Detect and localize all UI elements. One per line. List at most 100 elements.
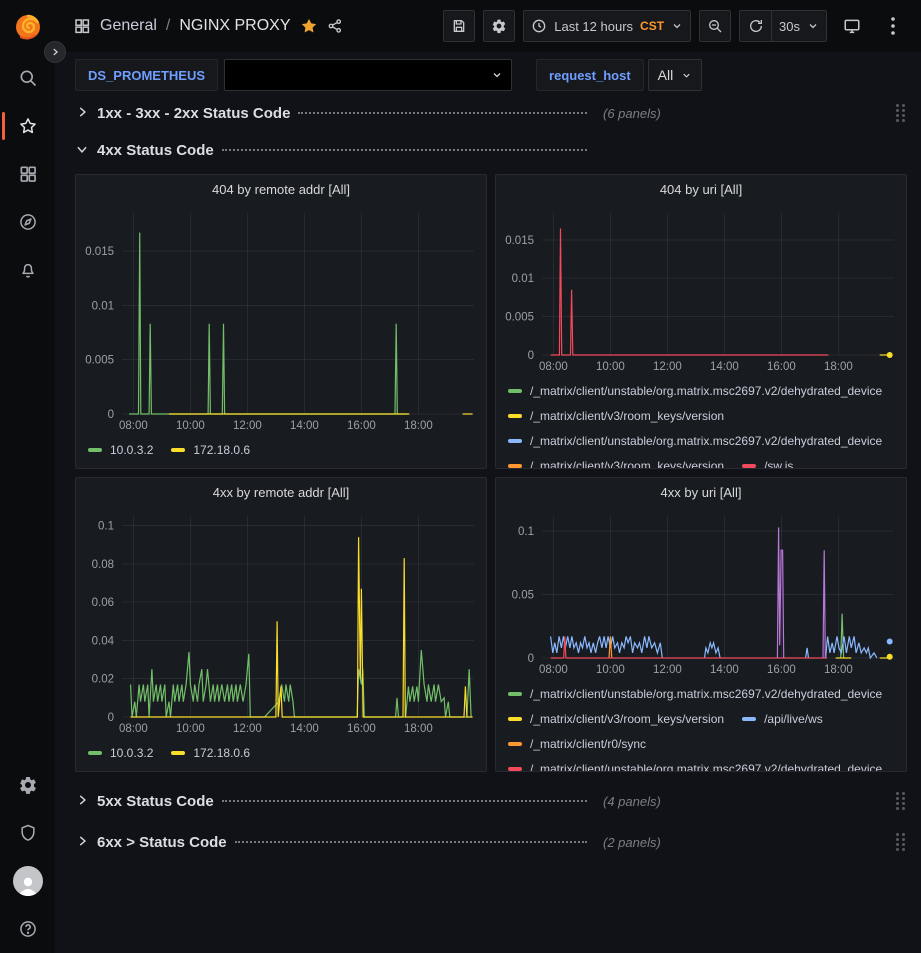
time-series-chart: 0 0.02 0.04 0.06 0.08 0.1 08:00 10:00 12:00 14:00… [76, 506, 486, 737]
svg-text:12:00: 12:00 [653, 361, 682, 373]
chevron-right-icon [75, 834, 91, 850]
zoom-out-time-button[interactable] [699, 10, 732, 42]
time-range-picker[interactable]: Last 12 hours CST [523, 10, 692, 42]
legend-item[interactable]: /_matrix/client/v3/room_keys/version [508, 706, 724, 731]
legend-item[interactable]: 10.0.3.2 [88, 437, 153, 462]
legend-item[interactable]: 10.0.3.2 [88, 740, 153, 765]
panel-title[interactable]: 404 by remote addr [All] [211, 181, 351, 197]
variable-label-request-host: request_host [536, 59, 644, 91]
search-icon [20, 70, 36, 87]
legend-item[interactable]: /_matrix/client/v3/room_keys/version [508, 453, 724, 468]
timezone-label: CST [640, 19, 665, 33]
legend-label: /_matrix/client/v3/room_keys/version [530, 408, 725, 423]
svg-text:0.02: 0.02 [92, 674, 114, 686]
kiosk-mode-button[interactable] [835, 10, 869, 42]
legend-label: /_matrix/client/unstable/org.matrix.msc2… [530, 686, 883, 701]
sidebar-item-starred[interactable] [0, 102, 55, 150]
legend-label: /_matrix/client/r0/sync [530, 736, 647, 751]
svg-text:0.005: 0.005 [505, 312, 534, 324]
dashboard-title[interactable]: NGINX PROXY [179, 17, 291, 34]
help-question-icon [19, 921, 36, 937]
legend-item[interactable]: /_matrix/client/r0/sync [508, 731, 646, 756]
svg-text:14:00: 14:00 [710, 361, 739, 373]
sidebar-item-server-admin[interactable] [0, 809, 55, 857]
leader-dots [298, 111, 587, 114]
profile-avatar [12, 866, 43, 896]
panel-title[interactable]: 4xx by remote addr [All] [212, 484, 350, 500]
svg-text:16:00: 16:00 [347, 420, 376, 432]
legend-label: /api/live/ws [764, 711, 823, 726]
legend-swatch [88, 750, 102, 755]
topbar: General / NGINX PROXY Last 12 hours CST [55, 0, 921, 52]
dashboard-row-5xx[interactable]: 5xx Status Code (4 panels) [75, 786, 907, 816]
svg-text:0: 0 [528, 653, 534, 665]
svg-text:08:00: 08:00 [119, 723, 148, 735]
row-drag-handle[interactable] [896, 833, 905, 851]
panel-title[interactable]: 404 by uri [All] [659, 181, 743, 197]
legend-item[interactable]: /_matrix/client/unstable/org.matrix.msc2… [508, 428, 882, 453]
svg-text:0.08: 0.08 [92, 559, 114, 571]
legend-item[interactable]: 172.18.0.6 [171, 740, 250, 765]
breadcrumb-folder[interactable]: General [100, 17, 157, 34]
svg-text:0.01: 0.01 [512, 273, 534, 285]
sidebar-item-profile[interactable] [0, 857, 55, 905]
row-drag-handle[interactable] [896, 104, 905, 122]
sidebar-item-explore[interactable] [0, 198, 55, 246]
panel-legend: /_matrix/client/unstable/org.matrix.msc2… [496, 678, 906, 771]
star-filled-icon[interactable] [300, 17, 318, 35]
dashboard-row-6xx[interactable]: 6xx > Status Code (2 panels) [75, 827, 907, 857]
legend-item[interactable]: /_matrix/client/unstable/org.matrix.msc2… [508, 378, 882, 403]
legend-label: /_matrix/client/v3/room_keys/version [530, 711, 725, 726]
legend-label: /_matrix/client/v3/room_keys/version [530, 458, 725, 469]
legend-label: /_matrix/client/unstable/org.matrix.msc2… [530, 761, 883, 772]
svg-text:0: 0 [108, 409, 114, 421]
svg-text:0.015: 0.015 [85, 246, 114, 258]
legend-item[interactable]: 172.18.0.6 [171, 437, 250, 462]
grafana-logo[interactable] [0, 0, 55, 54]
variable-label-ds-prometheus: DS_PROMETHEUS [75, 59, 219, 91]
svg-text:16:00: 16:00 [347, 723, 376, 735]
variable-value-ds-prometheus[interactable] [224, 59, 513, 91]
sidebar-item-dashboards[interactable] [0, 150, 55, 198]
legend-item[interactable]: /sw.js [742, 453, 793, 468]
variables-row: DS_PROMETHEUS request_host All [75, 52, 907, 94]
legend-item[interactable]: /_matrix/client/unstable/org.matrix.msc2… [508, 681, 882, 706]
panel-title[interactable]: 4xx by uri [All] [660, 484, 742, 500]
save-dashboard-button[interactable] [443, 10, 476, 42]
sidebar-item-search[interactable] [0, 54, 55, 102]
svg-text:12:00: 12:00 [653, 664, 682, 676]
refresh-interval-value: 30s [779, 18, 800, 34]
svg-text:10:00: 10:00 [176, 420, 205, 432]
svg-text:16:00: 16:00 [767, 664, 796, 676]
sidebar-item-alerting[interactable] [0, 246, 55, 294]
chevron-right-icon [75, 105, 91, 121]
svg-text:14:00: 14:00 [290, 420, 319, 432]
dashboard-row-1xx-3xx-2xx[interactable]: 1xx - 3xx - 2xx Status Code (6 panels) [75, 98, 907, 128]
chevron-right-icon [75, 793, 91, 809]
legend-item[interactable]: /api/live/ws [742, 706, 823, 731]
refresh-button[interactable] [739, 10, 772, 42]
panel-count: (4 panels) [603, 793, 661, 809]
dashboard-settings-button[interactable] [483, 10, 516, 42]
row-drag-handle[interactable] [896, 792, 905, 810]
sidebar-item-configuration[interactable] [0, 761, 55, 809]
kebab-menu-button[interactable] [877, 10, 909, 42]
panel-legend: 10.0.3.2 172.18.0.6 [76, 737, 486, 771]
legend-swatch [171, 447, 186, 452]
time-range-label: Last 12 hours [554, 18, 634, 34]
legend-swatch [508, 388, 522, 393]
dashboard-row-4xx[interactable]: 4xx Status Code [75, 135, 907, 165]
legend-label: 10.0.3.2 [110, 745, 154, 760]
sidebar-item-help[interactable] [0, 905, 55, 953]
svg-text:0.005: 0.005 [85, 355, 114, 367]
variable-value-request-host[interactable]: All [647, 59, 703, 91]
svg-text:08:00: 08:00 [539, 361, 568, 373]
sidebar-collapse-button[interactable] [44, 41, 66, 63]
legend-item[interactable]: /_matrix/client/unstable/org.matrix.msc2… [508, 756, 882, 771]
refresh-interval-dropdown[interactable]: 30s [771, 10, 827, 42]
legend-item[interactable]: /_matrix/client/v3/room_keys/version [508, 403, 724, 428]
panel: 404 by uri [All] 0 0.005 0.01 0.015 08:00 10:… [495, 174, 907, 469]
share-icon[interactable] [327, 18, 343, 34]
svg-text:08:00: 08:00 [119, 420, 148, 432]
